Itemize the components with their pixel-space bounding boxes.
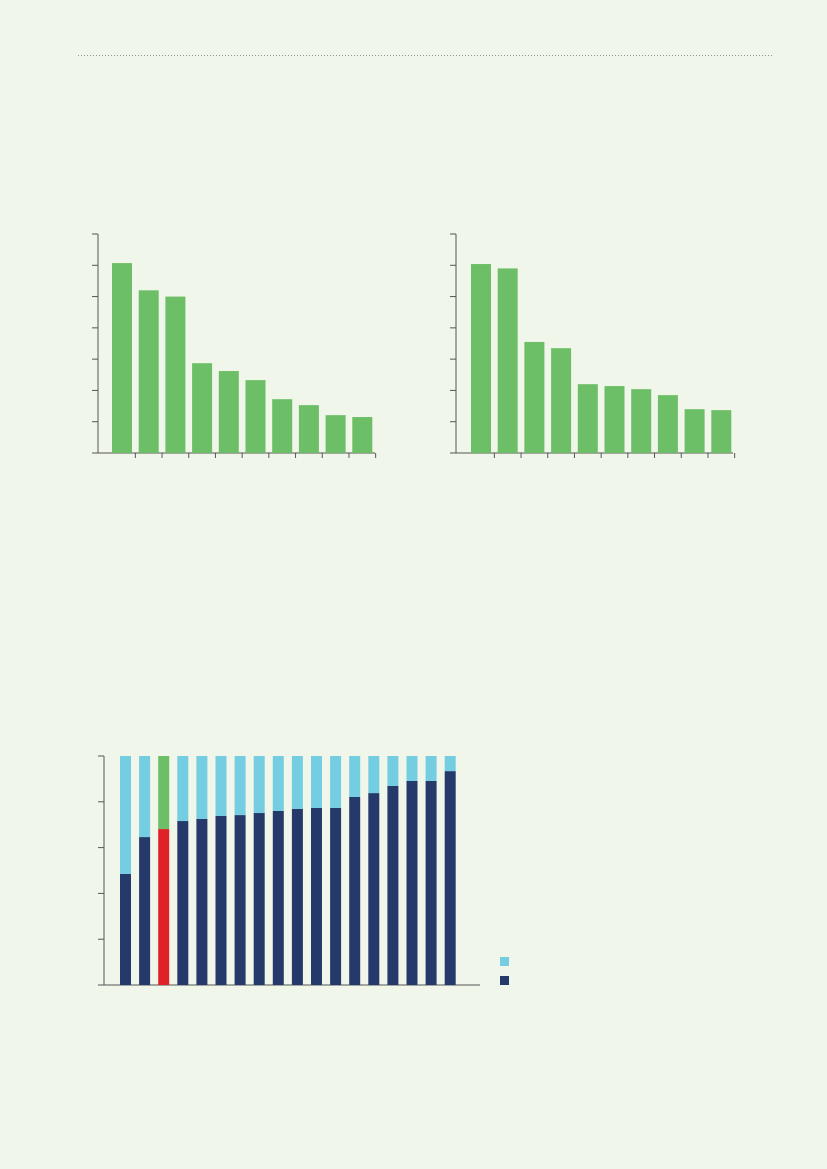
bar-segment: [406, 756, 418, 781]
bar-segment: [330, 807, 342, 985]
legend-swatch: [500, 957, 509, 966]
bar-segment: [406, 780, 418, 985]
bar-segment: [387, 785, 399, 985]
bar: [165, 296, 186, 453]
bar-segment: [215, 756, 227, 816]
bar-segment: [444, 756, 456, 772]
bar: [352, 417, 373, 453]
bar: [272, 399, 293, 453]
bar: [138, 290, 159, 453]
bar-segment: [139, 837, 151, 985]
bar-segment: [120, 873, 131, 985]
legend-swatch: [500, 976, 509, 985]
bar: [298, 405, 319, 453]
bar: [631, 389, 652, 453]
bar: [325, 415, 346, 453]
bar-segment: [253, 813, 265, 985]
bar-segment: [368, 793, 380, 985]
bar-segment: [234, 756, 246, 816]
bar: [218, 371, 239, 453]
bar-segment: [272, 756, 284, 811]
bar-segment: [311, 756, 322, 808]
bar: [245, 380, 266, 453]
bar-segment: [444, 771, 456, 985]
bar-segment: [291, 808, 303, 985]
bar-segment: [425, 780, 437, 985]
bar-segment: [158, 756, 170, 830]
bar-segment: [215, 815, 227, 985]
bar: [684, 409, 705, 453]
bar: [551, 348, 572, 453]
bar: [657, 395, 678, 453]
bar: [711, 410, 732, 453]
bar: [192, 363, 213, 453]
bar-segment: [139, 756, 151, 838]
bar-segment: [177, 821, 189, 985]
bar: [524, 341, 545, 453]
bar-segment: [196, 756, 208, 819]
bar-segment: [272, 810, 284, 985]
bar: [604, 386, 625, 453]
bar-segment: [120, 756, 131, 874]
bar-segment: [196, 818, 208, 985]
bar: [471, 264, 491, 453]
bar-segment: [368, 756, 380, 794]
bar-segment: [330, 756, 342, 808]
bar-segment: [349, 756, 361, 797]
bar-segment: [291, 756, 303, 809]
bar-segment: [425, 756, 437, 781]
bar-segment: [349, 796, 361, 985]
bar-segment: [234, 815, 246, 985]
bar: [577, 384, 598, 453]
bar-segment: [158, 829, 170, 985]
bar: [112, 263, 132, 453]
bar-segment: [311, 807, 322, 985]
bar: [497, 268, 518, 453]
bar-segment: [387, 756, 399, 786]
bar-segment: [253, 756, 265, 814]
bar-segment: [177, 756, 189, 822]
